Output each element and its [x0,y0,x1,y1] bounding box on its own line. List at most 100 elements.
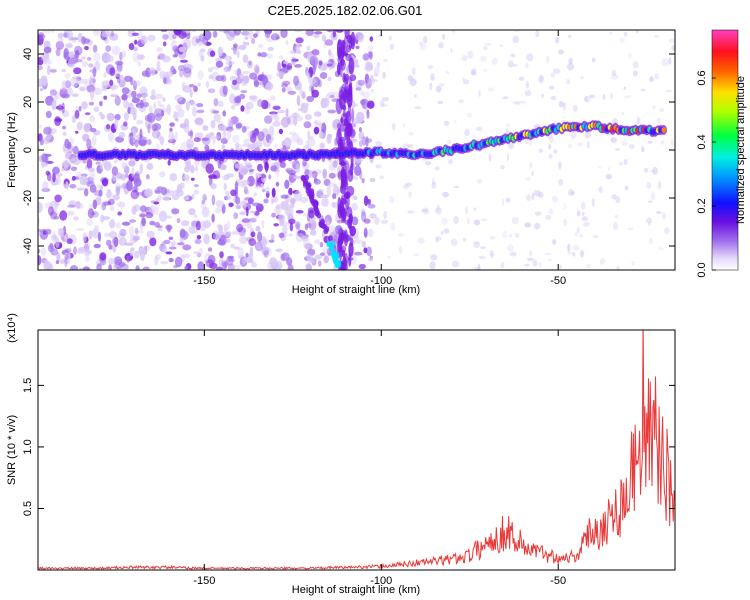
streak-blob [342,72,347,83]
noise-blob [248,169,254,175]
noise-blob [289,203,295,209]
streak-blob [340,197,347,205]
noise-blob [91,211,99,218]
noise-blob [402,122,405,128]
noise-blob [218,124,226,131]
noise-blob [306,45,311,51]
noise-blob [636,116,640,125]
noise-blob [390,222,396,231]
noise-blob [610,92,614,100]
noise-blob [176,218,181,224]
noise-blob [478,255,486,259]
noise-blob [165,251,173,255]
noise-blob [156,56,161,60]
noise-blob [73,67,82,75]
noise-blob [483,68,488,73]
noise-blob [158,210,168,222]
snr-y-label: SNR (10 * v/v) [6,415,18,485]
noise-blob [210,119,216,129]
noise-blob [576,210,581,217]
noise-blob [133,250,140,259]
noise-blob [610,137,617,143]
noise-blob [538,74,544,83]
colorbar: 0.0 0.2 0.4 0.6 Normalized spectral amplitu… [696,29,747,278]
noise-blob [213,98,219,107]
noise-blob [354,239,363,244]
y-tick-label: 1.0 [22,439,34,454]
noise-blob [524,137,529,145]
streak-blob [344,81,349,96]
noise-blob [263,250,269,258]
noise-blob [141,217,146,226]
noise-blob [86,138,92,150]
noise-blob [245,252,249,258]
spectrogram-y-label: Frequency (Hz) [6,112,18,188]
noise-blob [167,225,171,233]
noise-blob [548,258,553,262]
noise-blob [76,171,82,179]
noise-blob [271,233,275,241]
noise-blob [64,257,68,268]
noise-blob [149,237,157,247]
noise-blob [189,102,197,107]
noise-blob [71,175,76,181]
noise-blob [489,250,494,257]
noise-blob [276,203,281,210]
noise-blob [320,142,324,149]
noise-blob [160,30,168,33]
noise-blob [63,48,69,59]
y-tick-label: 1.5 [22,378,34,393]
noise-blob [105,45,112,52]
branch-blob [333,252,339,259]
noise-blob [39,88,44,92]
noise-blob [307,72,311,80]
noise-blob [154,190,162,194]
y-tick-label: -20 [22,190,34,206]
noise-blob [205,159,210,165]
noise-blob [327,109,337,114]
noise-blob [550,95,557,101]
noise-blob [268,125,275,137]
noise-blob [366,246,372,257]
noise-blob [106,112,115,122]
noise-blob [190,165,195,174]
noise-blob [240,90,248,94]
noise-blob [110,94,119,98]
noise-blob [270,165,278,172]
noise-blob [64,233,68,243]
noise-blob [201,206,210,218]
noise-blob [132,107,138,115]
noise-blob [289,50,296,54]
noise-blob [216,132,222,141]
snr-x-label: Height of straight line (km) [292,584,420,596]
noise-blob [46,65,51,76]
noise-blob [288,218,296,225]
noise-blob [38,65,43,71]
noise-blob [266,53,273,59]
noise-blob [225,173,235,178]
noise-blob [293,190,302,202]
noise-blob [353,251,363,256]
noise-blob [207,254,216,265]
noise-blob [177,242,185,246]
noise-blob [79,203,84,209]
noise-blob [75,228,85,231]
noise-blob [572,245,580,251]
noise-blob [84,188,89,197]
noise-blob [251,37,256,45]
y-tick-label: -40 [22,238,34,254]
noise-blob [224,55,233,61]
noise-blob [68,51,75,59]
noise-blob [567,34,572,39]
noise-blob [307,256,316,264]
noise-blob [190,177,195,181]
noise-blob [555,36,560,44]
noise-blob [138,246,146,256]
noise-blob [57,32,65,36]
noise-blob [55,260,60,265]
noise-blob [202,30,212,41]
noise-blob [137,61,141,67]
noise-blob [477,263,481,270]
noise-blob [431,76,435,81]
noise-blob [285,118,295,126]
